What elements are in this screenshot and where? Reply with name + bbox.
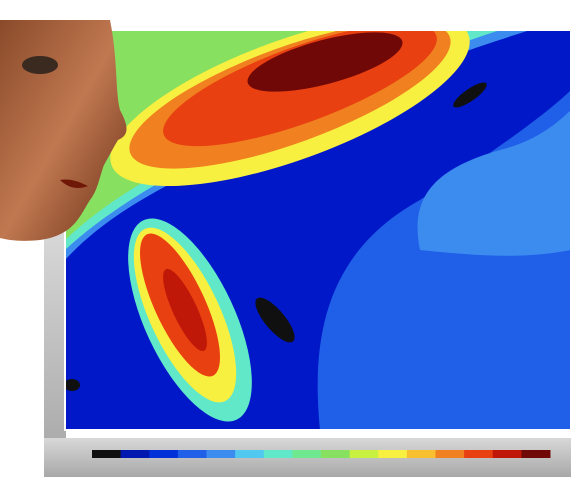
colorbar-swatch [235, 450, 265, 458]
colorbar-swatch [92, 450, 122, 458]
colorbar-swatch [435, 450, 465, 458]
colorbar-swatch [492, 450, 522, 458]
colorbar-swatch [406, 450, 436, 458]
colorbar-swatch [521, 450, 551, 458]
colorbar-swatch [464, 450, 494, 458]
colorbar-swatch [321, 450, 351, 458]
contour-plot [65, 30, 571, 430]
colorbar-swatch [263, 450, 293, 458]
colorbar-swatch [120, 450, 150, 458]
colorbar-swatch [206, 450, 236, 458]
colorbar [92, 450, 551, 458]
face [0, 20, 127, 241]
colorbar-swatch [378, 450, 408, 458]
colorbar-swatch [349, 450, 379, 458]
colorbar-swatch [292, 450, 322, 458]
left-ruler [44, 230, 66, 462]
colorbar-swatch [177, 450, 207, 458]
colorbar-swatch [149, 450, 179, 458]
